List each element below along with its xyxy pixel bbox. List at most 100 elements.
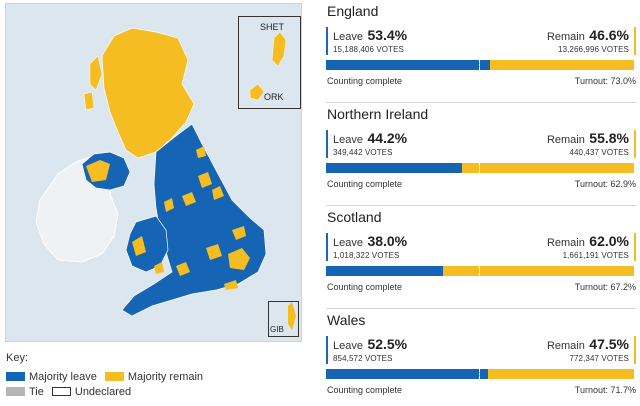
remain-area-liverpool bbox=[164, 198, 174, 212]
leave-result: Leave 53.4% 15,188,406 VOTES bbox=[326, 27, 407, 55]
northern-ireland-remain-area bbox=[86, 160, 110, 182]
key-row-majority: Majority leave Majority remain bbox=[6, 369, 211, 384]
map-key: Key: Majority leave Majority remain Tie … bbox=[6, 352, 211, 399]
leave-label: Leave bbox=[333, 31, 363, 43]
region-result-scotland[interactable]: Scotland Leave 38.0% 1,018,322 VOTES Rem… bbox=[326, 206, 636, 309]
result-bar bbox=[326, 60, 634, 70]
result-bar-midpoint bbox=[479, 369, 480, 379]
result-bar-leave bbox=[326, 60, 491, 70]
key-label-leave: Majority leave bbox=[29, 370, 97, 383]
remain-area-cardiff bbox=[154, 262, 164, 274]
leave-votes: 1,018,322 VOTES bbox=[333, 251, 400, 260]
remain-area-oxford bbox=[206, 244, 222, 260]
remain-area-york bbox=[212, 186, 224, 200]
remain-result: Remain 62.0% 1,661,191 VOTES bbox=[547, 233, 636, 261]
remain-area-bristol bbox=[176, 262, 190, 276]
turnout: Turnout: 67.2% bbox=[574, 282, 636, 292]
leave-label: Leave bbox=[333, 237, 363, 249]
leave-percentage: 53.4% bbox=[367, 27, 408, 43]
key-label-undeclared: Undeclared bbox=[74, 385, 132, 398]
region-result-england[interactable]: England Leave 53.4% 15,188,406 VOTES Rem… bbox=[326, 0, 636, 103]
region-result-northern-ireland[interactable]: Northern Ireland Leave 44.2% 349,442 VOT… bbox=[326, 103, 636, 206]
remain-percentage: 62.0% bbox=[589, 233, 629, 249]
result-bar-leave bbox=[326, 369, 488, 379]
key-item-leave: Majority leave bbox=[6, 371, 97, 383]
leave-label: Leave bbox=[333, 134, 363, 146]
undeclared-swatch bbox=[51, 387, 71, 396]
key-row-other: Tie Undeclared bbox=[6, 384, 211, 399]
gibraltar-inset bbox=[268, 301, 299, 337]
remain-area-cambridge bbox=[232, 226, 246, 240]
results-list: England Leave 53.4% 15,188,406 VOTES Rem… bbox=[326, 0, 636, 406]
tie-swatch bbox=[6, 387, 25, 396]
shetland-islands bbox=[271, 31, 287, 67]
remain-votes: 13,266,996 VOTES bbox=[558, 45, 629, 54]
hebrides-islands bbox=[83, 55, 103, 111]
inset-label-shetland: SHET bbox=[260, 22, 285, 32]
result-bar-midpoint bbox=[479, 60, 480, 70]
result-bar bbox=[326, 163, 634, 173]
key-label-remain: Majority remain bbox=[127, 370, 204, 383]
remain-votes: 772,347 VOTES bbox=[569, 354, 629, 363]
remain-area-london bbox=[228, 248, 250, 270]
remain-votes: 1,661,191 VOTES bbox=[562, 251, 629, 260]
result-bar bbox=[326, 266, 634, 276]
uk-map-graphic bbox=[35, 27, 296, 330]
leave-result: Leave 38.0% 1,018,322 VOTES bbox=[326, 233, 407, 261]
remain-area-west-wales bbox=[132, 236, 146, 256]
leave-percentage: 52.5% bbox=[367, 336, 408, 352]
result-bar-midpoint bbox=[479, 163, 480, 173]
result-bar-midpoint bbox=[479, 266, 480, 276]
shetland-orkney-inset bbox=[238, 16, 301, 109]
inset-label-gibraltar: GIB bbox=[270, 325, 284, 334]
leave-result: Leave 52.5% 854,572 VOTES bbox=[326, 336, 407, 364]
key-item-remain: Majority remain bbox=[104, 370, 204, 383]
results-map[interactable]: SHET ORK GIB bbox=[5, 3, 302, 342]
turnout: Turnout: 73.0% bbox=[574, 76, 636, 86]
turnout: Turnout: 71.7% bbox=[574, 385, 636, 395]
remain-area-newcastle bbox=[196, 146, 206, 158]
wales-region bbox=[125, 215, 169, 273]
orkney-islands bbox=[249, 83, 265, 101]
gibraltar-territory bbox=[288, 302, 296, 330]
region-name: Wales bbox=[327, 312, 366, 328]
remain-area-manchester bbox=[182, 192, 196, 206]
key-item-undeclared: Undeclared bbox=[51, 385, 132, 398]
region-name: Northern Ireland bbox=[327, 106, 429, 122]
counting-status: Counting complete bbox=[327, 76, 403, 86]
leave-label: Leave bbox=[333, 340, 363, 352]
result-bar-leave bbox=[326, 163, 463, 173]
key-item-tie: Tie bbox=[6, 386, 44, 398]
remain-swatch bbox=[104, 372, 124, 381]
leave-result: Leave 44.2% 349,442 VOTES bbox=[326, 130, 407, 158]
leave-percentage: 44.2% bbox=[367, 130, 408, 146]
remain-label: Remain bbox=[546, 237, 585, 249]
remain-label: Remain bbox=[546, 31, 585, 43]
counting-status: Counting complete bbox=[327, 179, 403, 189]
turnout: Turnout: 62.9% bbox=[574, 179, 636, 189]
region-name: Scotland bbox=[327, 209, 382, 225]
region-result-wales[interactable]: Wales Leave 52.5% 854,572 VOTES Remain 4… bbox=[326, 309, 636, 406]
remain-label: Remain bbox=[546, 134, 585, 146]
leave-votes: 15,188,406 VOTES bbox=[333, 45, 404, 54]
scotland-region bbox=[101, 27, 195, 159]
leave-votes: 854,572 VOTES bbox=[333, 354, 393, 363]
remain-area-brighton bbox=[224, 280, 238, 290]
remain-area-leeds bbox=[198, 172, 212, 188]
key-title: Key: bbox=[6, 352, 29, 364]
inset-label-orkney: ORK bbox=[264, 92, 284, 102]
counting-status: Counting complete bbox=[327, 385, 403, 395]
leave-votes: 349,442 VOTES bbox=[333, 148, 393, 157]
counting-status: Counting complete bbox=[327, 282, 403, 292]
leave-swatch bbox=[6, 372, 25, 381]
key-label-tie: Tie bbox=[29, 385, 44, 398]
remain-result: Remain 47.5% 772,347 VOTES bbox=[547, 336, 636, 364]
remain-result: Remain 46.6% 13,266,996 VOTES bbox=[547, 27, 636, 55]
remain-label: Remain bbox=[546, 340, 585, 352]
remain-votes: 440,437 VOTES bbox=[569, 148, 629, 157]
leave-percentage: 38.0% bbox=[367, 233, 408, 249]
region-name: England bbox=[327, 3, 379, 19]
remain-percentage: 47.5% bbox=[589, 336, 629, 352]
remain-percentage: 55.8% bbox=[589, 130, 629, 146]
remain-percentage: 46.6% bbox=[589, 27, 629, 43]
